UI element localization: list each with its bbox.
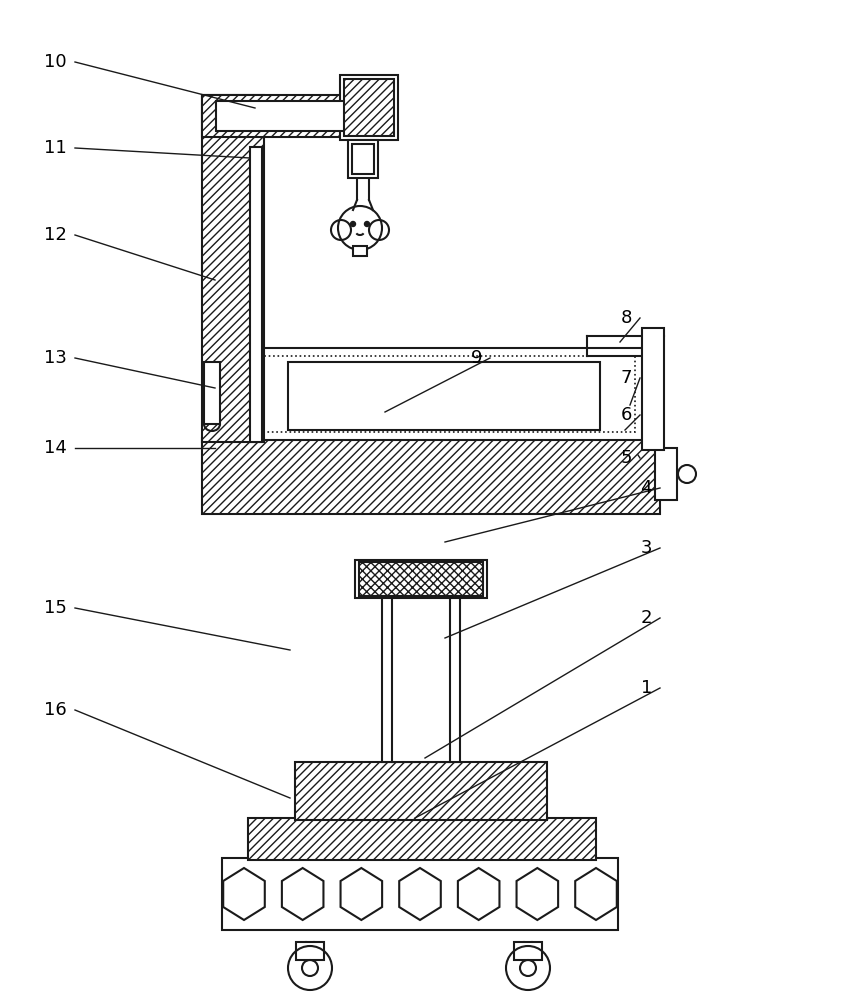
Bar: [263, 356, 635, 432]
Bar: [642, 328, 664, 450]
Text: 16: 16: [44, 701, 67, 719]
Polygon shape: [282, 868, 323, 920]
Bar: [359, 562, 483, 596]
Bar: [288, 362, 600, 430]
Text: 15: 15: [44, 599, 67, 617]
Bar: [352, 144, 374, 174]
Text: 12: 12: [44, 226, 67, 244]
Bar: [204, 362, 220, 424]
Text: 8: 8: [621, 309, 632, 327]
Bar: [353, 246, 367, 256]
Bar: [216, 101, 380, 131]
Bar: [222, 858, 618, 930]
Text: 3: 3: [640, 539, 652, 557]
Polygon shape: [516, 868, 558, 920]
Bar: [296, 942, 324, 960]
Bar: [202, 95, 394, 137]
Text: 4: 4: [640, 479, 652, 497]
Bar: [202, 438, 660, 514]
Text: 2: 2: [640, 609, 652, 627]
Circle shape: [351, 222, 356, 227]
Bar: [382, 595, 460, 762]
Bar: [340, 75, 398, 140]
Bar: [255, 348, 643, 440]
Polygon shape: [399, 868, 441, 920]
Text: 5: 5: [621, 449, 632, 467]
Bar: [202, 95, 264, 442]
Bar: [514, 942, 542, 960]
Text: 7: 7: [621, 369, 632, 387]
Text: 14: 14: [44, 439, 67, 457]
Text: 10: 10: [44, 53, 67, 71]
Text: 9: 9: [470, 349, 482, 367]
Text: 13: 13: [44, 349, 67, 367]
Circle shape: [364, 222, 369, 227]
Polygon shape: [340, 868, 382, 920]
Polygon shape: [575, 868, 616, 920]
Bar: [355, 560, 487, 598]
Bar: [248, 818, 596, 860]
Text: 6: 6: [621, 406, 632, 424]
Bar: [348, 140, 378, 178]
Text: 1: 1: [640, 679, 652, 697]
Polygon shape: [223, 868, 265, 920]
Text: 11: 11: [44, 139, 67, 157]
Bar: [655, 448, 677, 500]
Polygon shape: [458, 868, 499, 920]
Bar: [250, 147, 262, 442]
Bar: [295, 762, 547, 820]
Bar: [344, 79, 394, 136]
